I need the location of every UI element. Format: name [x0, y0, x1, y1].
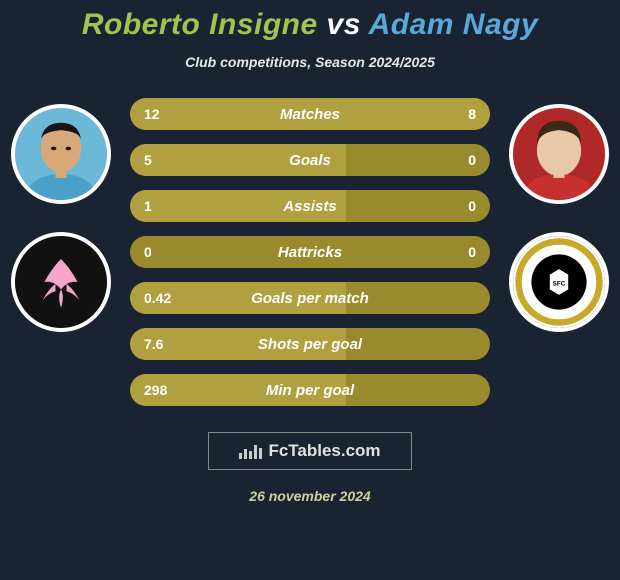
player2-column: SPEZIA 1906 SFC — [504, 98, 614, 332]
brand-bars-icon — [239, 443, 262, 459]
stat-value-left: 298 — [144, 382, 167, 398]
footer-date: 26 november 2024 — [249, 488, 370, 504]
player2-club-icon: SPEZIA 1906 SFC — [513, 236, 605, 328]
svg-text:SFC: SFC — [553, 281, 566, 288]
stat-value-left: 0 — [144, 244, 152, 260]
player1-avatar — [11, 104, 111, 204]
stat-pill: 1 Assists 0 — [130, 190, 490, 222]
stat-label: Shots per goal — [258, 336, 362, 353]
stat-value-left: 12 — [144, 106, 160, 122]
player1-club-badge — [11, 232, 111, 332]
stat-pill: 12 Matches 8 — [130, 98, 490, 130]
stat-value-left: 7.6 — [144, 336, 163, 352]
title-player2: Adam Nagy — [369, 8, 539, 41]
stat-value-left: 5 — [144, 152, 152, 168]
svg-text:1906: 1906 — [550, 295, 569, 304]
stat-label: Hattricks — [278, 244, 342, 261]
stat-value-right: 0 — [468, 198, 476, 214]
stat-label: Matches — [280, 106, 340, 123]
stat-pill: 298 Min per goal — [130, 374, 490, 406]
player2-avatar — [509, 104, 609, 204]
stat-pill: 7.6 Shots per goal — [130, 328, 490, 360]
page-title: Roberto Insigne vs Adam Nagy — [82, 8, 538, 42]
main-row: 12 Matches 8 5 Goals 0 1 Assists 0 0 Hattricks 0 0.4… — [0, 98, 620, 406]
stat-pill: 0 Hattricks 0 — [130, 236, 490, 268]
comparison-card: Roberto Insigne vs Adam Nagy Club compet… — [0, 0, 620, 580]
title-vs: vs — [327, 8, 361, 41]
stat-label: Goals per match — [251, 290, 369, 307]
player2-avatar-icon — [513, 108, 605, 200]
player2-club-badge: SPEZIA 1906 SFC — [509, 232, 609, 332]
stat-label: Goals — [289, 152, 331, 169]
title-player1: Roberto Insigne — [82, 8, 318, 41]
stat-value-right: 8 — [468, 106, 476, 122]
brand-badge: FcTables.com — [208, 432, 411, 470]
stat-value-left: 1 — [144, 198, 152, 214]
stat-label: Assists — [283, 198, 336, 215]
stat-pill: 0.42 Goals per match — [130, 282, 490, 314]
stats-column: 12 Matches 8 5 Goals 0 1 Assists 0 0 Hattricks 0 0.4… — [130, 98, 490, 406]
stat-label: Min per goal — [266, 382, 354, 399]
stat-value-right: 0 — [468, 152, 476, 168]
player1-club-icon — [15, 236, 107, 328]
svg-text:SPEZIA: SPEZIA — [544, 260, 574, 269]
stat-value-left: 0.42 — [144, 290, 171, 306]
stat-value-right: 0 — [468, 244, 476, 260]
player1-avatar-icon — [15, 108, 107, 200]
subtitle: Club competitions, Season 2024/2025 — [185, 54, 435, 70]
player1-column — [6, 98, 116, 332]
brand-text: FcTables.com — [268, 441, 380, 461]
stat-pill: 5 Goals 0 — [130, 144, 490, 176]
